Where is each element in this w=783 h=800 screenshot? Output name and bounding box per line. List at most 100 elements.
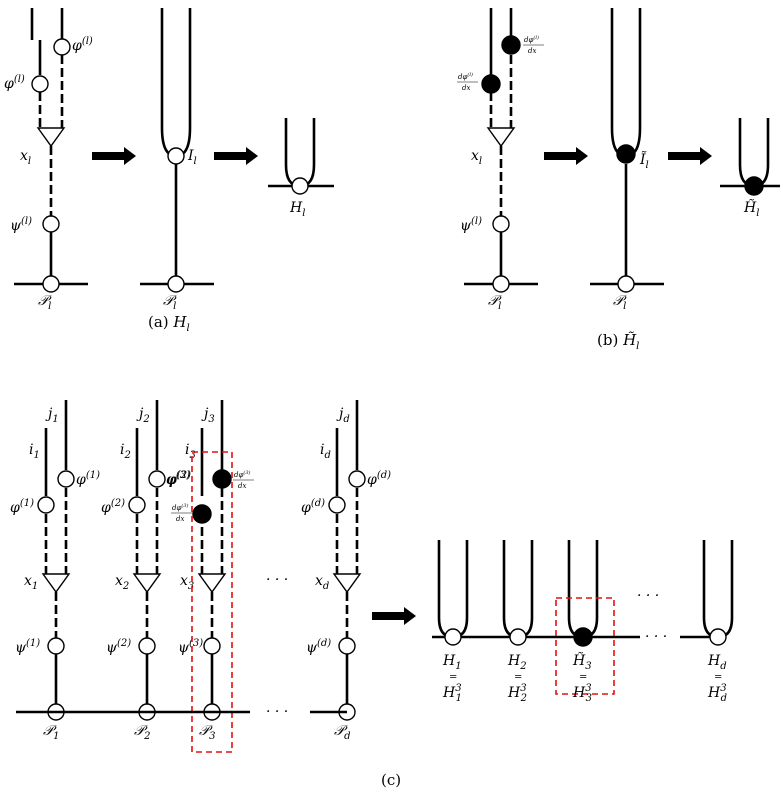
dphi-label-right: dφ(3) dx (233, 469, 254, 490)
arrow-right-icon (372, 607, 416, 625)
svg-text:x2: x2 (115, 573, 129, 592)
svg-text:dx: dx (176, 515, 184, 523)
svg-text:=: = (449, 672, 457, 683)
arrow-right-icon (544, 147, 588, 165)
svg-text:φ(2): φ(2) (101, 498, 125, 516)
U-right-arm (175, 8, 192, 158)
phi-label-right: φ(l) (72, 36, 93, 54)
panel-a: φ(l) φ(l) xl ψ(l) 𝒫l Il 𝒫l Hl (a) Hl (4, 8, 334, 334)
svg-text:H2: H2 (507, 653, 527, 672)
P-label: 𝒫l (613, 293, 627, 312)
svg-text:H32: H3 2 (507, 683, 527, 704)
svg-text:i2: i2 (120, 442, 131, 461)
svg-text:𝒫2: 𝒫2 (134, 723, 150, 742)
svg-text:H33: H3 3 (572, 683, 592, 704)
psi-node (203, 637, 221, 655)
psi-label: ψ(l) (10, 216, 32, 234)
P-label: 𝒫l (38, 293, 52, 312)
svg-text:j1: j1 (45, 406, 59, 425)
H-label: Hl (289, 200, 305, 219)
caption-a: (a) Hl (148, 313, 190, 334)
svg-text:H̃3: H̃3 (572, 651, 592, 672)
svg-text:ψ(1): ψ(1) (15, 638, 40, 656)
H-tilde-node (744, 176, 764, 196)
svg-text:=: = (714, 672, 722, 683)
phi-node-right (53, 38, 71, 56)
svg-text:𝒫1: 𝒫1 (43, 723, 59, 742)
svg-text:j2: j2 (136, 406, 150, 425)
svg-text:ψ(3): ψ(3) (178, 638, 203, 656)
P-node (167, 275, 185, 293)
H-tilde-label: H̃l (743, 198, 759, 219)
phi-node (37, 496, 55, 514)
svg-text:dφ(3): dφ(3) (172, 502, 189, 512)
svg-text:=: = (579, 672, 587, 683)
column-3: j3 i3 φ(3) dφ(3) dx dφ(3) dx x3 ψ(3) 𝒫3 (166, 400, 254, 753)
arrow-right-icon (92, 147, 136, 165)
P-node (42, 275, 60, 293)
U-left-arm (160, 8, 177, 158)
H-node (444, 628, 462, 646)
H-tilde-node (573, 627, 593, 647)
svg-text:H3d: H3 d (707, 683, 727, 704)
ellipsis: · · · (637, 588, 659, 604)
ellipsis: · · · (645, 629, 667, 645)
psi-node (47, 637, 65, 655)
copy-tensor-triangle (486, 127, 516, 148)
dphi-label-right: dφ(l) dx (523, 34, 544, 55)
svg-text:φ(d): φ(d) (367, 470, 391, 488)
P-node (617, 275, 635, 293)
H-node (509, 628, 527, 646)
phi-label-left: φ(l) (4, 74, 25, 92)
phi-node (348, 470, 366, 488)
column-d: jd id φ(d) φ(d) xd ψ(d) 𝒫d (301, 400, 391, 742)
I-tilde-node (616, 144, 636, 164)
H-node (291, 177, 309, 195)
panel-b: dφ(l) dx dφ(l) dx xl ψ(l) 𝒫l Ĩl 𝒫l H̃l (… (457, 8, 780, 352)
svg-text:i1: i1 (29, 442, 40, 461)
svg-text:φ(d): φ(d) (301, 498, 325, 516)
copy-tensor-triangle (36, 127, 66, 148)
P-label: 𝒫l (488, 293, 502, 312)
ellipsis: · · · (266, 572, 288, 588)
svg-text:dφ(l): dφ(l) (524, 34, 539, 44)
svg-text:dx: dx (528, 47, 536, 55)
svg-text:ψ(d): ψ(d) (306, 638, 331, 656)
dphi-node-left (481, 74, 501, 94)
psi-node (42, 215, 60, 233)
svg-text:j3: j3 (201, 406, 215, 425)
column-2: j2 i2 φ(2) φ(2) x2 ψ(2) 𝒫2 (101, 400, 191, 742)
svg-text:=: = (514, 672, 522, 683)
U-left-arm (284, 118, 301, 188)
svg-text:dφ(l): dφ(l) (458, 71, 473, 81)
P-label: 𝒫l (163, 293, 177, 312)
svg-text:φ(1): φ(1) (76, 470, 100, 488)
arrow-right-icon (668, 147, 712, 165)
svg-text:H1: H1 (442, 653, 462, 672)
svg-text:i3: i3 (185, 442, 196, 461)
svg-text:x3: x3 (180, 573, 194, 592)
column-1: j1 i1 φ(1) φ(1) x1 ψ(1) 𝒫1 (10, 400, 100, 742)
dphi-node (192, 504, 212, 524)
panel-c: j1 i1 φ(1) φ(1) x1 ψ(1) 𝒫1 j2 i2 φ(2) φ(… (10, 400, 734, 789)
dphi-label-left: dφ(l) dx (457, 71, 478, 92)
I-tilde-label: Ĩl (639, 150, 649, 171)
dphi-node (212, 469, 232, 489)
svg-text:dx: dx (462, 84, 470, 92)
svg-text:dx: dx (238, 482, 246, 490)
phi-node (328, 496, 346, 514)
phi-node (128, 496, 146, 514)
svg-text:ψ(2): ψ(2) (106, 638, 131, 656)
x-label: xl (471, 148, 482, 167)
psi-label: ψ(l) (460, 216, 482, 234)
U-right-arm (299, 118, 316, 188)
H-node (709, 628, 727, 646)
dphi-node-right (501, 35, 521, 55)
svg-text:𝒫3: 𝒫3 (199, 723, 215, 742)
P-node (492, 275, 510, 293)
I-label: Il (187, 148, 197, 167)
phi-node (57, 470, 75, 488)
psi-node (138, 637, 156, 655)
svg-text:dφ(3): dφ(3) (234, 469, 251, 479)
